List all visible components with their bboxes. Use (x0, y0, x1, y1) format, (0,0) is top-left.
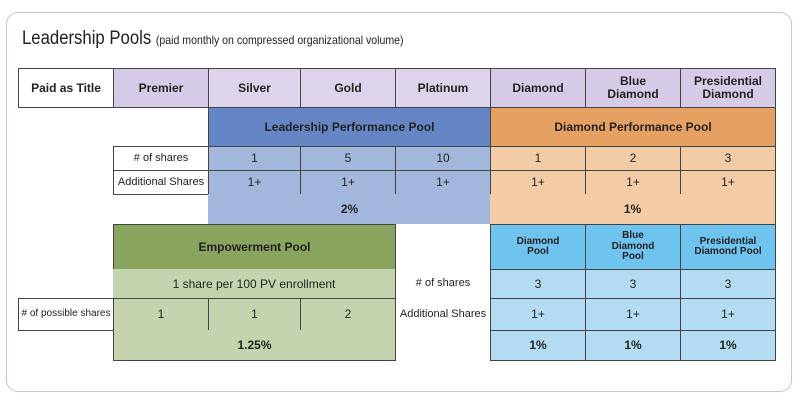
additional-shares-label: Additional Shares (113, 170, 209, 195)
empowerment-pool-header: Empowerment Pool (113, 224, 396, 270)
ep-percent: 1.25% (113, 330, 396, 361)
diamond-pool-header: Diamond Pool (490, 224, 586, 270)
sub-additional-presidential: 1+ (680, 298, 776, 331)
lp-shares-platinum: 10 (395, 146, 491, 171)
lp-additional-platinum: 1+ (395, 170, 491, 195)
presidential-diamond-pool-header: Presidential Diamond Pool (680, 224, 776, 270)
lp-shares-silver: 1 (208, 146, 301, 171)
sub-shares-label: # of shares (415, 277, 471, 290)
diamond-performance-pool-header: Diamond Performance Pool (490, 107, 776, 147)
dp-additional-diamond: 1+ (490, 170, 586, 195)
header-premier: Premier (113, 68, 209, 108)
sub-percent-blue-diamond: 1% (585, 330, 681, 361)
sub-additional-blue-diamond: 1+ (585, 298, 681, 331)
dp-percent: 1% (490, 194, 776, 224)
lp-additional-silver: 1+ (208, 170, 301, 195)
empowerment-rule: 1 share per 100 PV enrollment (113, 269, 396, 299)
sub-additional-diamond: 1+ (490, 298, 586, 331)
sub-percent-presidential: 1% (680, 330, 776, 361)
sub-shares-diamond: 3 (490, 269, 586, 299)
ep-possible-gold: 2 (300, 298, 396, 331)
header-paid-as-title: Paid as Title (18, 68, 114, 108)
lp-percent: 2% (208, 194, 491, 224)
header-diamond: Diamond (490, 68, 586, 108)
dp-shares-blue-diamond: 2 (585, 146, 681, 171)
lp-shares-gold: 5 (300, 146, 396, 171)
possible-shares-label: # of possible shares (18, 298, 114, 331)
shares-label: # of shares (113, 146, 209, 171)
sub-percent-diamond: 1% (490, 330, 586, 361)
dp-additional-blue-diamond: 1+ (585, 170, 681, 195)
header-silver: Silver (208, 68, 301, 108)
ep-possible-premier: 1 (113, 298, 209, 331)
header-platinum: Platinum (395, 68, 491, 108)
ep-possible-silver: 1 (208, 298, 301, 331)
dp-additional-presidential: 1+ (680, 170, 776, 195)
card-frame (6, 12, 792, 392)
lp-additional-gold: 1+ (300, 170, 396, 195)
page-title: Leadership Pools (paid monthly on compre… (22, 28, 404, 49)
dp-shares-presidential: 3 (680, 146, 776, 171)
dp-shares-diamond: 1 (490, 146, 586, 171)
header-presidential-diamond: Presidential Diamond (680, 68, 776, 108)
sub-shares-presidential: 3 (680, 269, 776, 299)
sub-additional-label: Additional Shares (399, 307, 487, 320)
blue-diamond-pool-header: Blue Diamond Pool (585, 224, 681, 270)
header-blue-diamond: Blue Diamond (585, 68, 681, 108)
sub-shares-blue-diamond: 3 (585, 269, 681, 299)
header-gold: Gold (300, 68, 396, 108)
leadership-performance-pool-header: Leadership Performance Pool (208, 107, 491, 147)
